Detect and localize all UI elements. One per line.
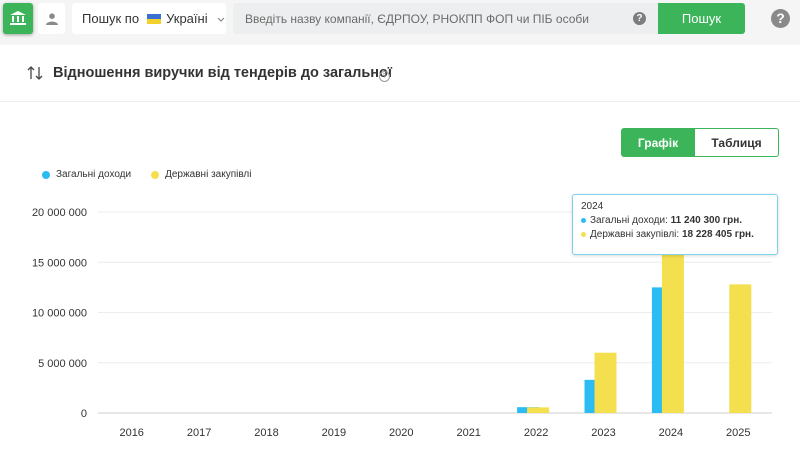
x-tick-label: 2018 xyxy=(254,427,278,439)
legend-item-total-income[interactable]: Загальні доходи xyxy=(42,169,131,180)
country-name: Україні xyxy=(166,11,208,26)
country-select-label: Пошук по xyxy=(82,11,140,26)
legend-label: Державні закупівлі xyxy=(165,169,252,180)
card-header: Відношення виручки від тендерів до загал… xyxy=(0,45,800,102)
search-input[interactable] xyxy=(233,3,628,34)
tooltip-value: 18 228 405 грн. xyxy=(681,229,754,240)
tooltip-row-public-procurement: Державні закупівлі: 18 228 405 грн. xyxy=(581,229,769,240)
page-title: Відношення виручки від тендерів до загал… xyxy=(53,65,392,81)
x-tick-label: 2017 xyxy=(187,427,211,439)
ukraine-flag-icon xyxy=(147,13,162,24)
tab-chart[interactable]: Графік xyxy=(621,128,695,157)
tooltip-year: 2024 xyxy=(581,201,604,212)
view-tabs: Графік Таблиця xyxy=(621,128,779,157)
x-tick-label: 2025 xyxy=(726,427,750,439)
x-tick-label: 2024 xyxy=(659,427,683,439)
country-select[interactable]: Пошук по Україні xyxy=(72,3,226,34)
search-help-icon[interactable]: ? xyxy=(633,12,646,25)
y-tick-label: 5 000 000 xyxy=(38,358,87,370)
chart-legend: Загальні доходи Державні закупівлі xyxy=(42,169,272,180)
x-tick-label: 2016 xyxy=(119,427,143,439)
search-box: ? xyxy=(233,3,658,34)
tooltip-label: Державні закупівлі: xyxy=(590,229,680,240)
tooltip-row-total-income: Загальні доходи: 11 240 300 грн. xyxy=(581,215,769,226)
tooltip-label: Загальні доходи: xyxy=(590,215,668,226)
bank-icon xyxy=(10,11,26,25)
bar-public-procurement[interactable] xyxy=(594,352,617,413)
bar-public-procurement[interactable] xyxy=(527,407,550,413)
tooltip-value: 11 240 300 грн. xyxy=(670,215,743,226)
home-button[interactable] xyxy=(3,3,33,34)
title-help-icon[interactable]: ? xyxy=(379,71,390,82)
legend-item-public-procurement[interactable]: Державні закупівлі xyxy=(151,169,252,180)
x-tick-label: 2020 xyxy=(389,427,413,439)
tooltip-dot xyxy=(581,232,586,237)
x-tick-label: 2021 xyxy=(456,427,480,439)
legend-dot xyxy=(42,170,50,179)
bar-public-procurement[interactable] xyxy=(661,229,684,413)
y-tick-label: 15 000 000 xyxy=(32,257,87,269)
user-icon xyxy=(45,12,58,25)
y-tick-label: 0 xyxy=(81,408,87,420)
top-bar: Пошук по Україні ? Пошук ? xyxy=(0,0,800,38)
x-tick-label: 2019 xyxy=(322,427,346,439)
bar-public-procurement[interactable] xyxy=(729,284,752,413)
y-tick-label: 20 000 000 xyxy=(32,207,87,219)
search-button[interactable]: Пошук xyxy=(658,3,745,34)
y-tick-label: 10 000 000 xyxy=(32,308,87,320)
help-icon[interactable]: ? xyxy=(771,9,790,28)
chart-tooltip: 2024 Загальні доходи: 11 240 300 грн. Де… xyxy=(572,194,778,255)
tab-table[interactable]: Таблиця xyxy=(695,128,779,157)
legend-label: Загальні доходи xyxy=(56,169,132,180)
user-button[interactable] xyxy=(38,3,65,34)
legend-dot xyxy=(151,170,160,179)
x-tick-label: 2022 xyxy=(524,427,548,439)
x-tick-label: 2023 xyxy=(591,427,615,439)
bar-chart: 0 5 000 000 10 000 000 15 000 000 20 000 000… xyxy=(32,207,772,439)
tooltip-dot xyxy=(581,218,586,223)
chevron-down-icon xyxy=(217,17,225,22)
sort-arrows-icon xyxy=(27,66,43,80)
